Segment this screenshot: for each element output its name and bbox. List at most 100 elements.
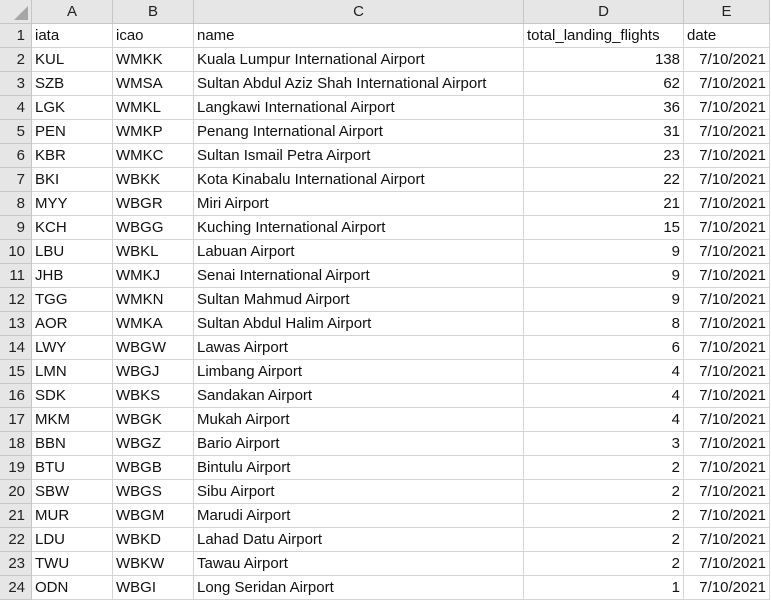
cell-total-landing-flights[interactable]: 1 [524,576,684,600]
cell-name[interactable]: Tawau Airport [194,552,524,576]
cell-total-landing-flights[interactable]: 9 [524,288,684,312]
cell-name[interactable]: Kuala Lumpur International Airport [194,48,524,72]
cell-date[interactable]: 7/10/2021 [684,240,770,264]
cell-icao[interactable]: WBGW [113,336,194,360]
row-header[interactable]: 16 [0,384,32,408]
cell-iata[interactable]: MKM [32,408,113,432]
cell-date[interactable]: 7/10/2021 [684,264,770,288]
cell-name[interactable]: Labuan Airport [194,240,524,264]
row-header[interactable]: 11 [0,264,32,288]
cell-icao[interactable]: WBGM [113,504,194,528]
header-cell-iata[interactable]: iata [32,24,113,48]
cell-iata[interactable]: LMN [32,360,113,384]
cell-iata[interactable]: LGK [32,96,113,120]
cell-date[interactable]: 7/10/2021 [684,168,770,192]
row-header[interactable]: 18 [0,432,32,456]
cell-total-landing-flights[interactable]: 21 [524,192,684,216]
cell-name[interactable]: Marudi Airport [194,504,524,528]
cell-total-landing-flights[interactable]: 9 [524,240,684,264]
cell-iata[interactable]: BTU [32,456,113,480]
cell-name[interactable]: Penang International Airport [194,120,524,144]
cell-total-landing-flights[interactable]: 8 [524,312,684,336]
cell-icao[interactable]: WBKS [113,384,194,408]
cell-total-landing-flights[interactable]: 2 [524,528,684,552]
cell-icao[interactable]: WBGK [113,408,194,432]
cell-date[interactable]: 7/10/2021 [684,432,770,456]
header-cell-date[interactable]: date [684,24,770,48]
cell-icao[interactable]: WMKJ [113,264,194,288]
cell-icao[interactable]: WMKC [113,144,194,168]
cell-total-landing-flights[interactable]: 4 [524,360,684,384]
row-header[interactable]: 13 [0,312,32,336]
cell-date[interactable]: 7/10/2021 [684,528,770,552]
cell-iata[interactable]: BBN [32,432,113,456]
cell-iata[interactable]: SDK [32,384,113,408]
row-header[interactable]: 4 [0,96,32,120]
row-header[interactable]: 9 [0,216,32,240]
cell-iata[interactable]: MYY [32,192,113,216]
row-header[interactable]: 1 [0,24,32,48]
cell-name[interactable]: Sultan Ismail Petra Airport [194,144,524,168]
row-header[interactable]: 8 [0,192,32,216]
header-cell-icao[interactable]: icao [113,24,194,48]
cell-total-landing-flights[interactable]: 4 [524,408,684,432]
cell-iata[interactable]: BKI [32,168,113,192]
cell-icao[interactable]: WBKW [113,552,194,576]
row-header[interactable]: 6 [0,144,32,168]
row-header[interactable]: 23 [0,552,32,576]
cell-date[interactable]: 7/10/2021 [684,288,770,312]
cell-name[interactable]: Sultan Abdul Halim Airport [194,312,524,336]
cell-iata[interactable]: KBR [32,144,113,168]
cell-date[interactable]: 7/10/2021 [684,336,770,360]
row-header[interactable]: 2 [0,48,32,72]
cell-name[interactable]: Langkawi International Airport [194,96,524,120]
cell-name[interactable]: Kuching International Airport [194,216,524,240]
cell-icao[interactable]: WBKD [113,528,194,552]
cell-date[interactable]: 7/10/2021 [684,552,770,576]
cell-name[interactable]: Mukah Airport [194,408,524,432]
cell-icao[interactable]: WMKN [113,288,194,312]
cell-icao[interactable]: WMKL [113,96,194,120]
cell-name[interactable]: Lawas Airport [194,336,524,360]
cell-name[interactable]: Senai International Airport [194,264,524,288]
cell-iata[interactable]: LWY [32,336,113,360]
cell-icao[interactable]: WBKK [113,168,194,192]
cell-date[interactable]: 7/10/2021 [684,408,770,432]
cell-name[interactable]: Bintulu Airport [194,456,524,480]
cell-iata[interactable]: PEN [32,120,113,144]
cell-date[interactable]: 7/10/2021 [684,384,770,408]
row-header[interactable]: 24 [0,576,32,600]
cell-total-landing-flights[interactable]: 9 [524,264,684,288]
cell-icao[interactable]: WMKA [113,312,194,336]
row-header[interactable]: 14 [0,336,32,360]
cell-name[interactable]: Lahad Datu Airport [194,528,524,552]
header-cell-name[interactable]: name [194,24,524,48]
row-header[interactable]: 12 [0,288,32,312]
cell-date[interactable]: 7/10/2021 [684,48,770,72]
cell-iata[interactable]: ODN [32,576,113,600]
row-header[interactable]: 22 [0,528,32,552]
column-header-e[interactable]: E [684,0,770,24]
cell-iata[interactable]: MUR [32,504,113,528]
header-cell-total-landing-flights[interactable]: total_landing_flights [524,24,684,48]
cell-iata[interactable]: SBW [32,480,113,504]
cell-total-landing-flights[interactable]: 62 [524,72,684,96]
cell-date[interactable]: 7/10/2021 [684,144,770,168]
cell-iata[interactable]: SZB [32,72,113,96]
cell-date[interactable]: 7/10/2021 [684,192,770,216]
row-header[interactable]: 17 [0,408,32,432]
row-header[interactable]: 20 [0,480,32,504]
cell-icao[interactable]: WMKK [113,48,194,72]
cell-name[interactable]: Limbang Airport [194,360,524,384]
column-header-c[interactable]: C [194,0,524,24]
cell-total-landing-flights[interactable]: 2 [524,480,684,504]
cell-iata[interactable]: KUL [32,48,113,72]
cell-total-landing-flights[interactable]: 23 [524,144,684,168]
cell-date[interactable]: 7/10/2021 [684,96,770,120]
row-header[interactable]: 19 [0,456,32,480]
row-header[interactable]: 15 [0,360,32,384]
cell-total-landing-flights[interactable]: 15 [524,216,684,240]
cell-total-landing-flights[interactable]: 31 [524,120,684,144]
cell-icao[interactable]: WBGI [113,576,194,600]
cell-icao[interactable]: WBGB [113,456,194,480]
